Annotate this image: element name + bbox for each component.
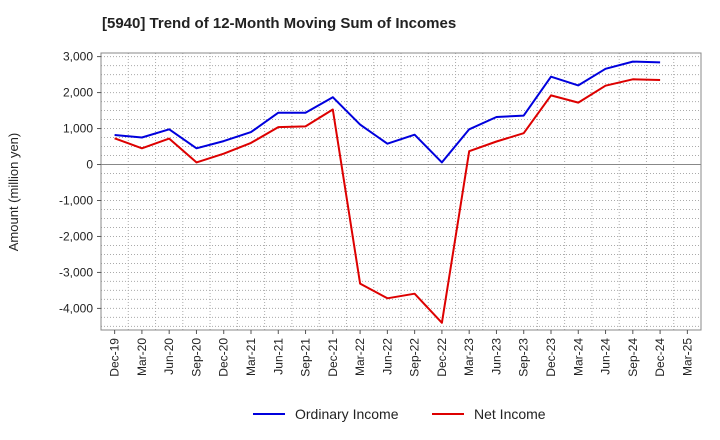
x-tick-label: Sep-24 (626, 338, 640, 377)
y-tick-label: -1,000 (59, 193, 93, 207)
legend-label: Net Income (474, 406, 546, 422)
x-tick-label: Mar-21 (244, 338, 258, 376)
chart-title: [5940] Trend of 12-Month Moving Sum of I… (102, 15, 457, 32)
x-tick-label: Sep-21 (299, 338, 313, 377)
series-layer (114, 60, 661, 324)
x-tick-label: Mar-22 (353, 338, 367, 376)
x-tick-label: Sep-22 (408, 338, 422, 377)
x-tick-label: Jun-24 (599, 338, 613, 375)
y-axis-label: Amount (million yen) (6, 133, 21, 252)
x-tick-label: Dec-20 (217, 338, 231, 377)
x-tick-label: Dec-19 (108, 338, 122, 377)
y-tick-label: 3,000 (63, 50, 93, 64)
y-tick-label: 2,000 (63, 86, 93, 100)
x-tick-label: Jun-23 (489, 338, 503, 375)
y-tick-label: 0 (86, 158, 93, 172)
x-tick-label: Sep-23 (517, 338, 531, 377)
legend-label: Ordinary Income (295, 406, 399, 422)
ordinary-income-line (114, 60, 661, 164)
x-tick-label: Jun-20 (162, 338, 176, 375)
x-tick-label: Dec-22 (435, 338, 449, 377)
x-tick-label: Dec-21 (326, 338, 340, 377)
x-tick-label: Mar-24 (571, 338, 585, 376)
x-tick-label: Dec-24 (653, 338, 667, 377)
grid (101, 53, 701, 330)
plot-area (100, 52, 702, 331)
x-axis: Dec-19 Mar-20 Jun-20 Sep-20 Dec-20 Mar-21 Jun-… (108, 330, 694, 377)
legend: Ordinary Income Net Income (253, 406, 546, 422)
net-income-line (114, 78, 661, 324)
x-tick-label: Dec-23 (544, 338, 558, 377)
x-tick-label: Jun-21 (271, 338, 285, 375)
x-tick-label: Jun-22 (380, 338, 394, 375)
x-tick-label: Mar-23 (462, 338, 476, 376)
x-tick-label: Sep-20 (189, 338, 203, 377)
x-tick-label: Mar-20 (135, 338, 149, 376)
y-axis: 3,000 2,000 1,000 0 -1,000 -2,000 -3,000 -4,000 (59, 50, 101, 315)
y-tick-label: -4,000 (59, 301, 93, 315)
y-tick-label: 1,000 (63, 122, 93, 136)
x-tick-label: Mar-25 (680, 338, 694, 376)
y-tick-label: -3,000 (59, 265, 93, 279)
y-tick-label: -2,000 (59, 229, 93, 243)
